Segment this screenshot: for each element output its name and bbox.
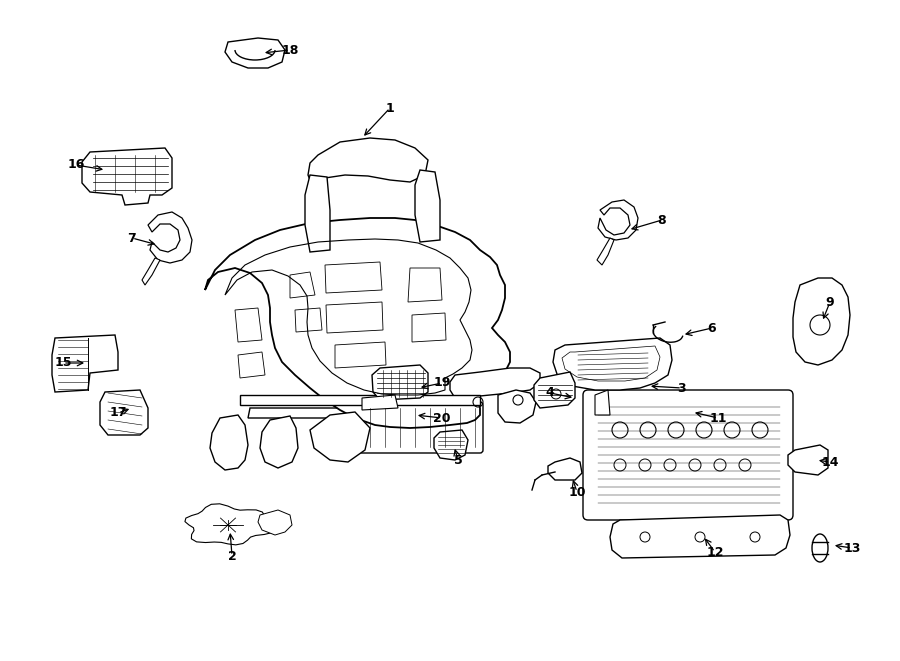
Text: 17: 17 [109, 407, 127, 420]
Text: 18: 18 [282, 44, 299, 56]
Polygon shape [553, 338, 672, 390]
Polygon shape [205, 218, 510, 428]
Text: 19: 19 [433, 377, 451, 389]
Text: 9: 9 [825, 295, 834, 309]
Text: 10: 10 [568, 485, 586, 498]
Polygon shape [305, 175, 330, 252]
Text: 16: 16 [68, 159, 85, 171]
Polygon shape [82, 148, 172, 205]
Text: 11: 11 [709, 412, 727, 424]
Text: 1: 1 [385, 102, 394, 114]
Polygon shape [258, 510, 292, 535]
Polygon shape [450, 368, 540, 398]
Polygon shape [260, 416, 298, 468]
Polygon shape [595, 390, 610, 415]
Text: 12: 12 [706, 545, 724, 559]
Polygon shape [100, 390, 148, 435]
Polygon shape [210, 415, 248, 470]
Text: 8: 8 [658, 214, 666, 227]
Polygon shape [498, 390, 536, 423]
Polygon shape [148, 212, 192, 263]
Polygon shape [308, 138, 428, 185]
Polygon shape [310, 412, 370, 462]
Polygon shape [362, 395, 398, 410]
Polygon shape [534, 372, 575, 408]
FancyBboxPatch shape [583, 390, 793, 520]
Polygon shape [225, 38, 285, 68]
Text: 13: 13 [843, 541, 860, 555]
Polygon shape [372, 365, 428, 400]
Text: 2: 2 [228, 549, 237, 563]
Polygon shape [240, 395, 480, 405]
Text: 5: 5 [454, 453, 463, 467]
Polygon shape [548, 458, 582, 480]
Text: 15: 15 [54, 356, 72, 369]
Polygon shape [415, 170, 440, 242]
Text: 4: 4 [545, 387, 554, 399]
Text: 3: 3 [678, 381, 687, 395]
Polygon shape [142, 258, 160, 285]
Polygon shape [788, 445, 828, 475]
Text: 7: 7 [128, 231, 137, 245]
FancyBboxPatch shape [359, 402, 483, 453]
Text: 20: 20 [433, 412, 451, 424]
Polygon shape [184, 504, 276, 545]
Polygon shape [248, 408, 432, 418]
Text: 14: 14 [821, 455, 839, 469]
Polygon shape [434, 430, 468, 460]
Polygon shape [793, 278, 850, 365]
Polygon shape [597, 238, 614, 265]
Polygon shape [610, 515, 790, 558]
Text: 6: 6 [707, 321, 716, 334]
Polygon shape [598, 200, 638, 240]
Polygon shape [52, 335, 118, 392]
